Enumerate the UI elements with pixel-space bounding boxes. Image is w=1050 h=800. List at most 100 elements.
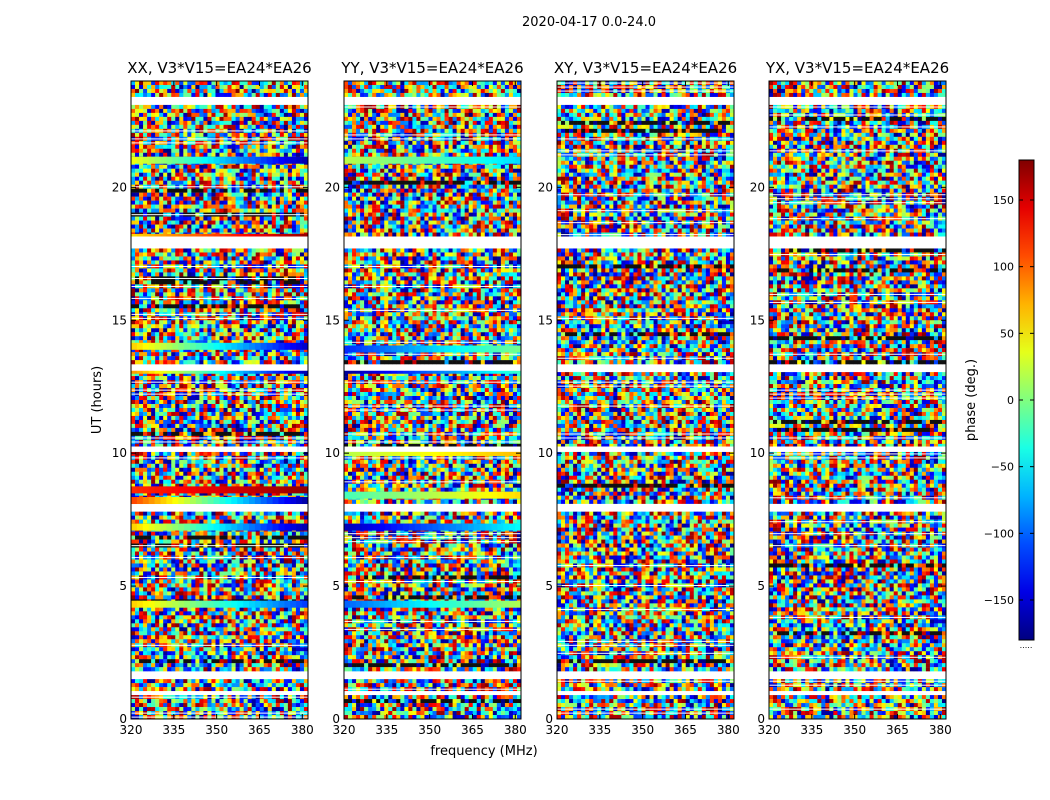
phase-cell (255, 144, 261, 149)
phase-cell (163, 112, 168, 118)
phase-cell (287, 252, 293, 257)
phase-cell (147, 372, 152, 377)
phase-cell (287, 176, 293, 181)
phase-cell (187, 511, 192, 516)
phase-cell (143, 479, 148, 484)
phase-cell (235, 248, 240, 253)
phase-cell (183, 216, 188, 221)
phase-cell (227, 148, 232, 153)
phase-cell (191, 483, 196, 488)
phase-cell (219, 164, 224, 169)
phase-cell (259, 116, 265, 122)
phase-cell (215, 491, 220, 496)
phase-cell (163, 427, 168, 433)
phase-cell (167, 260, 172, 265)
phase-cell (151, 84, 156, 90)
phase-cell (295, 443, 301, 449)
gap-line (131, 142, 308, 144)
phase-cell (223, 208, 228, 213)
phase-cell (183, 320, 188, 325)
phase-cell (283, 260, 289, 265)
phase-cell (139, 92, 144, 98)
phase-cell (299, 248, 305, 253)
phase-cell (211, 384, 216, 389)
phase-cell (215, 567, 220, 572)
phase-cell (247, 92, 252, 98)
phase-cell (131, 463, 136, 468)
phase-cell (275, 519, 281, 524)
phase-cell (255, 88, 261, 94)
phase-cell (299, 559, 305, 564)
phase-cell (139, 539, 144, 544)
phase-cell (235, 515, 240, 520)
phase-cell (299, 535, 305, 540)
phase-cell (183, 551, 188, 556)
phase-cell (303, 332, 309, 337)
phase-cell (179, 280, 184, 285)
phase-cell (279, 539, 285, 544)
phase-cell (231, 104, 236, 110)
phase-cell (271, 292, 277, 297)
phase-cell (287, 112, 293, 118)
phase-cell (203, 463, 208, 468)
phase-cell (287, 192, 293, 197)
phase-cell (279, 164, 285, 169)
phase-cell (199, 471, 204, 476)
phase-cell (187, 415, 192, 421)
phase-cell (215, 280, 220, 285)
phase-cell (227, 104, 232, 110)
phase-cell (223, 152, 228, 157)
phase-cell (191, 407, 196, 413)
phase-cell (271, 188, 277, 193)
phase-cell (171, 384, 176, 389)
phase-cell (163, 220, 168, 225)
phase-cell (247, 415, 252, 421)
phase-cell (235, 172, 240, 177)
phase-cell (135, 228, 140, 233)
phase-cell (259, 164, 265, 169)
phase-cell (143, 84, 148, 90)
phase-cell (243, 208, 248, 213)
phase-cell (263, 148, 269, 153)
phase-cell (191, 551, 196, 556)
phase-cell (283, 81, 289, 86)
phase-cell (155, 144, 160, 149)
phase-cell (235, 320, 240, 325)
phase-cell (183, 519, 188, 524)
phase-cell (283, 547, 289, 552)
phase-cell (295, 92, 301, 98)
phase-cell (155, 531, 160, 536)
phase-cell (271, 228, 277, 233)
phase-cell (183, 88, 188, 94)
phase-cell (267, 411, 273, 417)
phase-cell (207, 471, 212, 476)
phase-cell (235, 192, 240, 197)
phase-cell (163, 248, 168, 253)
phase-cell (303, 252, 309, 257)
phase-cell (155, 352, 160, 357)
phase-cell (239, 415, 244, 421)
phase-cell (155, 224, 160, 229)
phase-cell (179, 515, 184, 520)
phase-cell (139, 180, 144, 185)
phase-cell (239, 332, 244, 337)
phase-cell (243, 332, 248, 337)
phase-cell (163, 352, 168, 357)
phase-cell (223, 168, 228, 173)
phase-cell (155, 164, 160, 169)
phase-cell (275, 479, 281, 484)
phase-cell (163, 172, 168, 177)
phase-cell (219, 168, 224, 173)
phase-cell (299, 308, 305, 313)
phase-cell (247, 200, 252, 205)
phase-cell (199, 304, 204, 309)
phase-cell (227, 463, 232, 468)
phase-cell (135, 519, 140, 524)
phase-cell (227, 188, 232, 193)
phase-cell (279, 248, 285, 253)
phase-cell (155, 260, 160, 265)
phase-cell (215, 463, 220, 468)
phase-cell (275, 112, 281, 118)
phase-cell (291, 411, 297, 417)
phase-cell (163, 471, 168, 476)
